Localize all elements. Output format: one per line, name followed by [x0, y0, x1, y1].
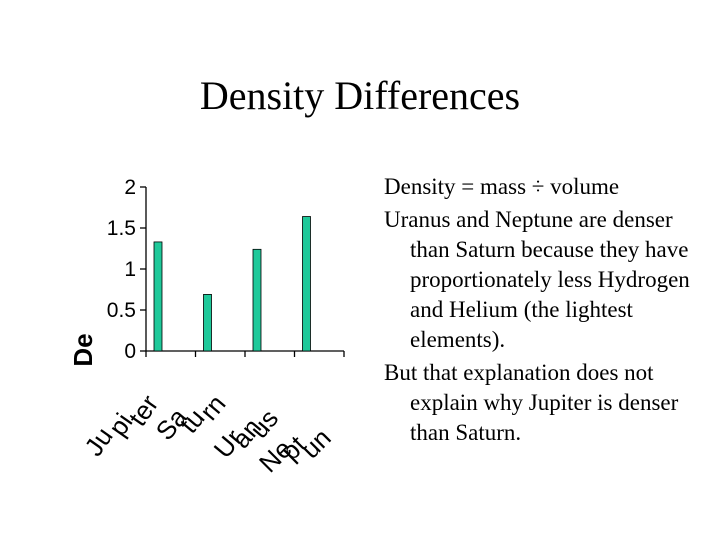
y-tick-label: 2	[124, 176, 136, 199]
chart-bars	[153, 216, 311, 352]
bar-saturn	[203, 294, 212, 352]
slide-title: Density Differences	[199, 73, 521, 118]
bar-jupiter	[153, 241, 163, 352]
y-tick-labels: 0 0.5 1 1.5 2	[107, 176, 136, 363]
y-tick-label: 1	[124, 258, 136, 281]
bullet-item: But that explanation does not explain wh…	[384, 360, 679, 445]
bullet-list: Density = mass ÷ volume Uranus and Neptu…	[384, 172, 704, 451]
y-tick-label: 0	[124, 340, 136, 363]
bar-neptune	[302, 216, 311, 352]
chart-axes	[140, 186, 345, 357]
bullet-item: Density = mass ÷ volume	[384, 174, 620, 199]
bar-uranus	[252, 248, 262, 352]
y-axis-label: De	[68, 333, 98, 366]
y-tick-label: 0.5	[107, 299, 136, 322]
y-tick-label: 1.5	[107, 217, 136, 240]
bullet-item: Uranus and Neptune are denser than Satur…	[384, 207, 690, 352]
